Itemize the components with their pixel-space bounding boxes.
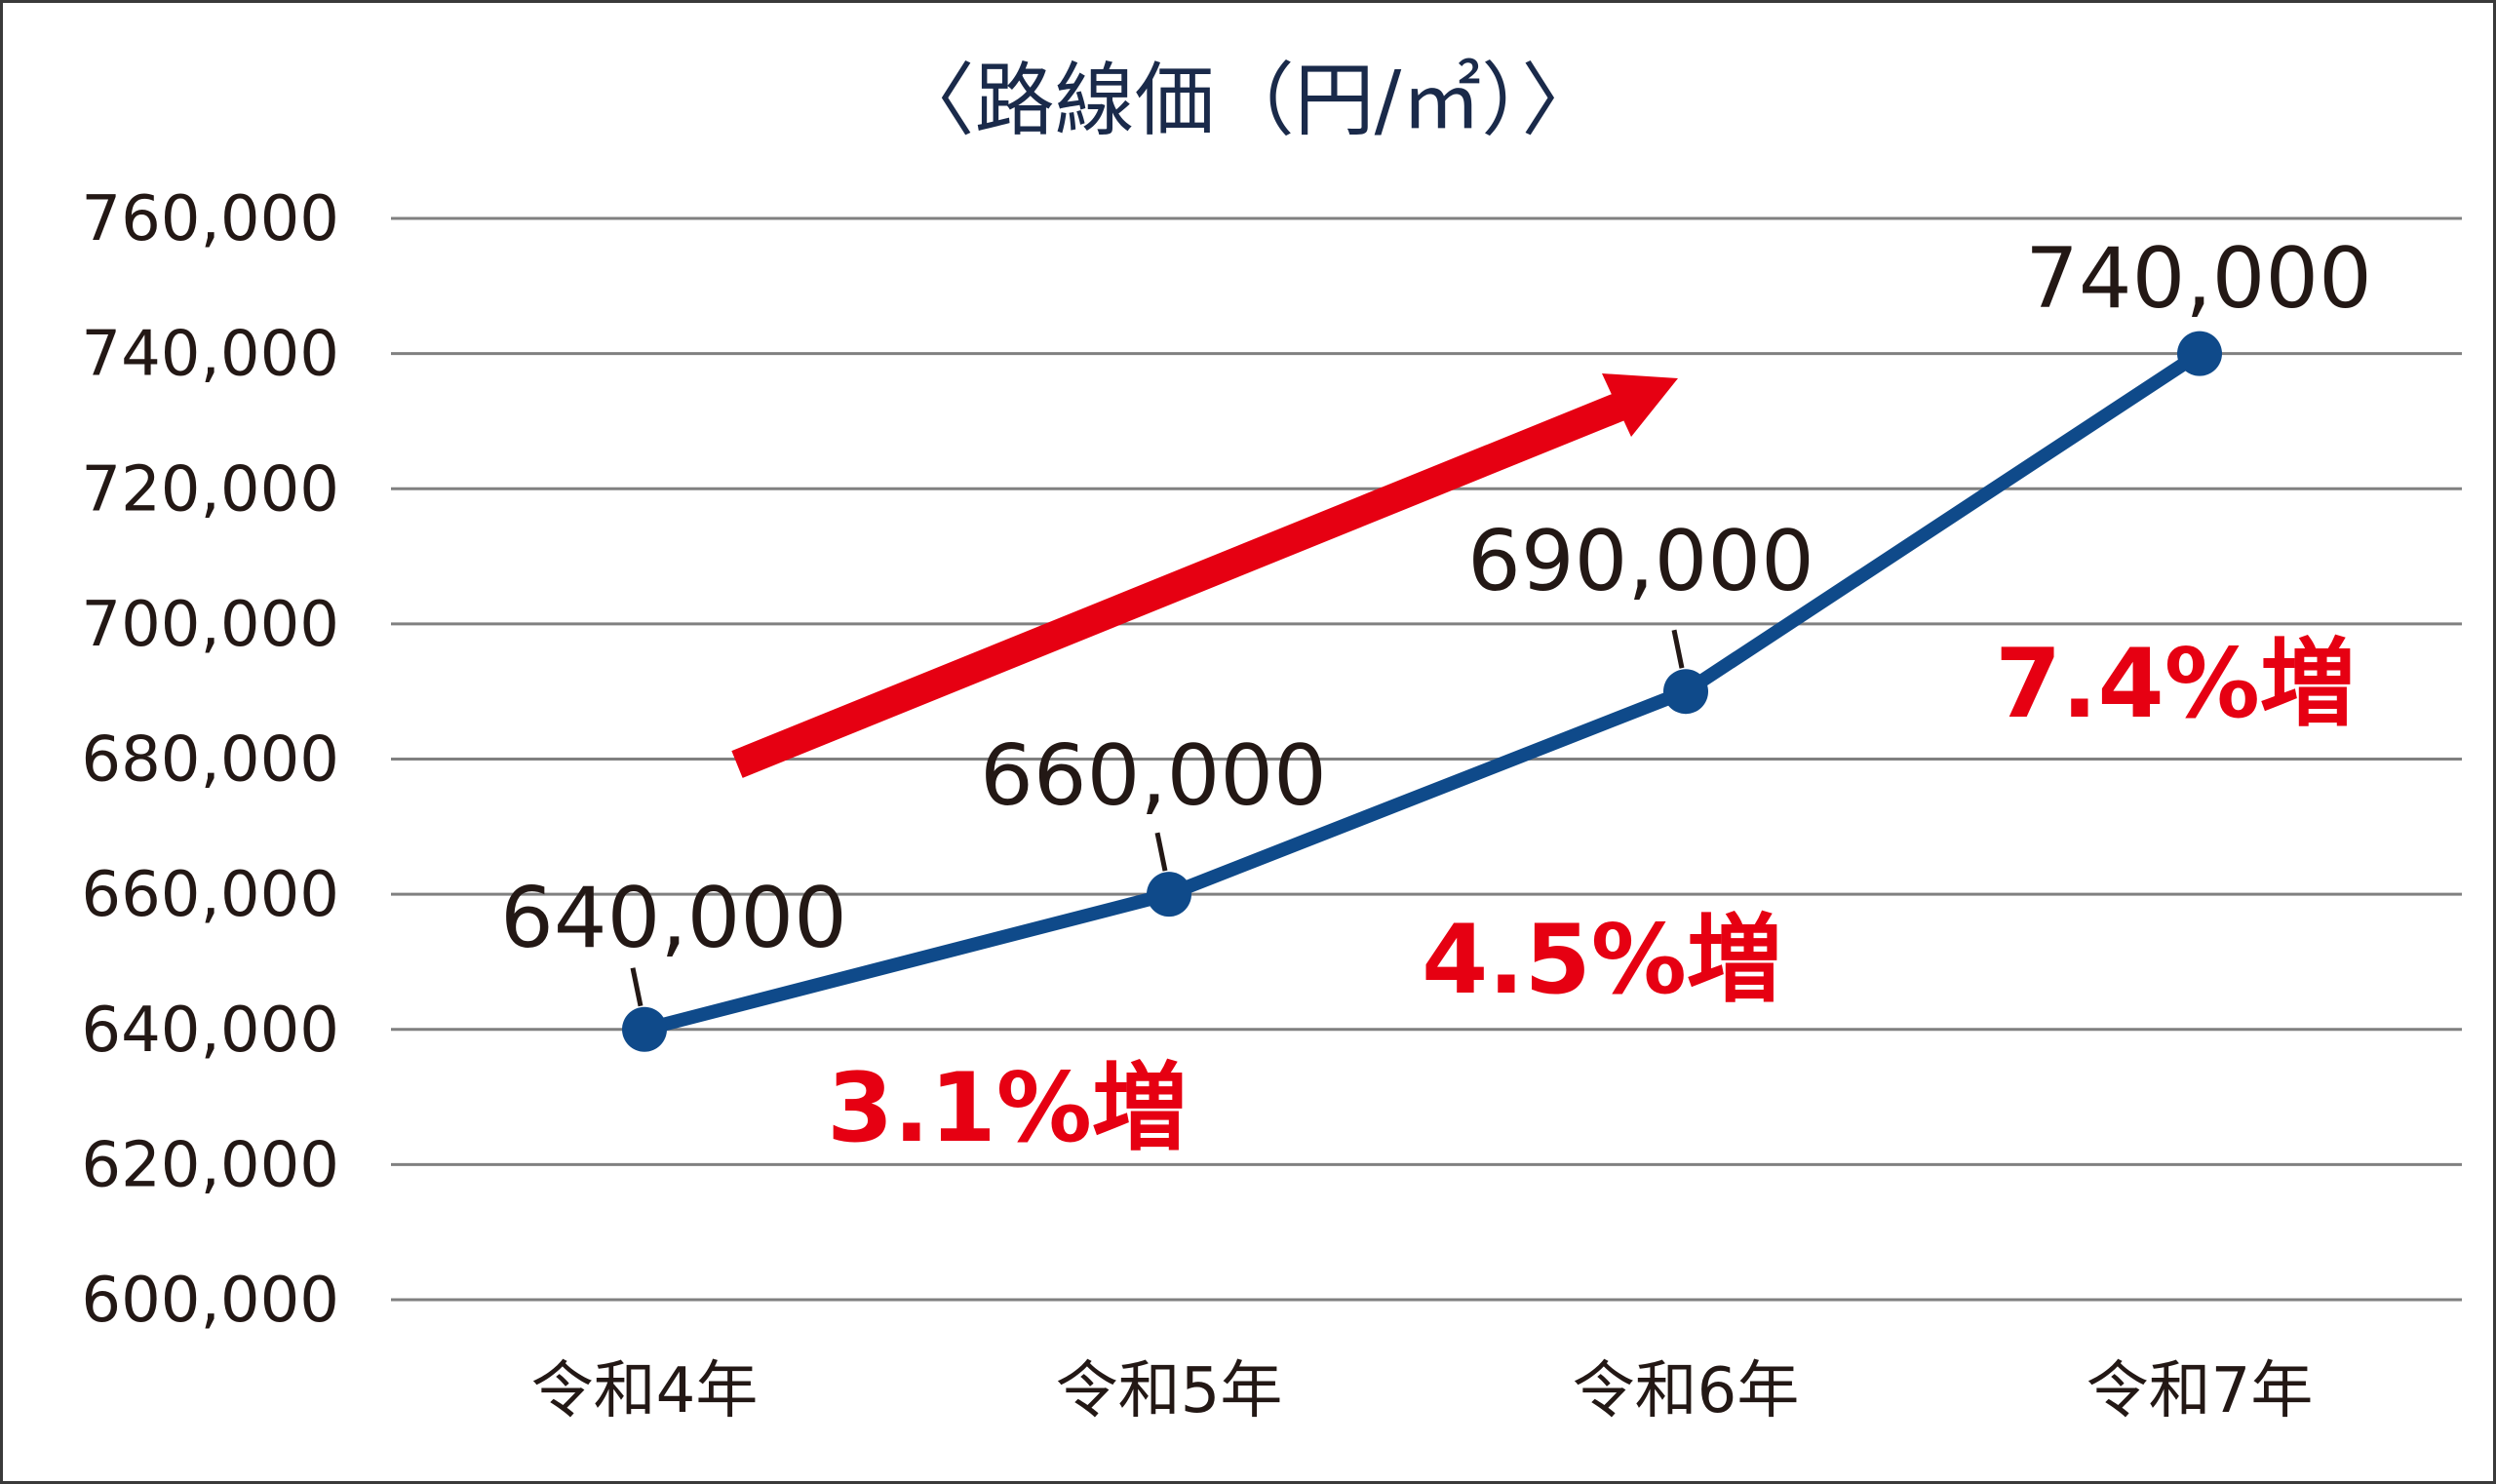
line-chart: 〈路線価（円/㎡）〉 600,000620,000640,000660,0006…: [81, 55, 2462, 1427]
growth-label-0: 3.1%増: [827, 1053, 1188, 1164]
data-label-leaders: [630, 629, 1685, 1007]
growth-labels: 3.1%増 4.5%増 7.4%増: [827, 629, 2356, 1164]
y-tick-label-3: 660,000: [81, 859, 339, 931]
x-tick-label-1: 令和5年: [1056, 1355, 1283, 1427]
y-tick-label-2: 640,000: [81, 995, 339, 1067]
y-tick-label-8: 760,000: [81, 183, 339, 255]
trend-arrow-shaft: [731, 387, 1640, 778]
y-tick-label-6: 720,000: [81, 453, 339, 526]
growth-label-2: 7.4%増: [1995, 629, 2356, 740]
x-tick-label-3: 令和7年: [2086, 1355, 2314, 1427]
data-label-1: 660,000: [980, 727, 1327, 825]
leader-line-2: [1671, 629, 1685, 669]
data-label-3: 740,000: [2025, 230, 2372, 328]
leader-line-1: [1154, 832, 1168, 872]
x-tick-label-0: 令和4年: [531, 1355, 759, 1427]
data-point-2: [1663, 669, 1708, 715]
y-tick-label-7: 740,000: [81, 319, 339, 391]
x-axis-tick-labels: 令和4年 令和5年 令和6年 令和7年: [531, 1355, 2314, 1427]
leader-line-0: [630, 967, 644, 1007]
chart-title: 〈路線価（円/㎡）〉: [895, 55, 1602, 147]
y-tick-label-5: 700,000: [81, 589, 339, 661]
y-tick-label-0: 600,000: [81, 1265, 339, 1337]
data-points: [622, 331, 2222, 1052]
y-tick-label-1: 620,000: [81, 1129, 339, 1201]
data-label-0: 640,000: [500, 870, 847, 967]
growth-label-1: 4.5%増: [1422, 905, 1782, 1016]
y-tick-label-4: 680,000: [81, 724, 339, 797]
data-point-3: [2177, 331, 2222, 376]
trend-arrow: [731, 373, 1678, 778]
data-label-2: 690,000: [1467, 513, 1814, 610]
data-point-0: [622, 1006, 667, 1052]
series-line: [643, 347, 2204, 1036]
trend-arrow-head: [1602, 373, 1678, 437]
y-axis-tick-labels: 600,000 620,000 640,000 660,000 680,000 700,0…: [81, 183, 339, 1337]
x-tick-label-2: 令和6年: [1573, 1355, 1800, 1427]
data-labels: 640,000 660,000 690,000 740,000: [500, 230, 2372, 967]
series-polyline: [643, 347, 2204, 1036]
data-point-1: [1147, 872, 1191, 918]
